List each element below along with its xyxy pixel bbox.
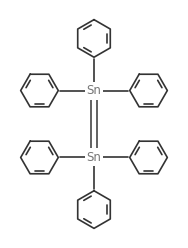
Text: Sn: Sn	[86, 151, 102, 164]
Text: Sn: Sn	[86, 84, 102, 97]
